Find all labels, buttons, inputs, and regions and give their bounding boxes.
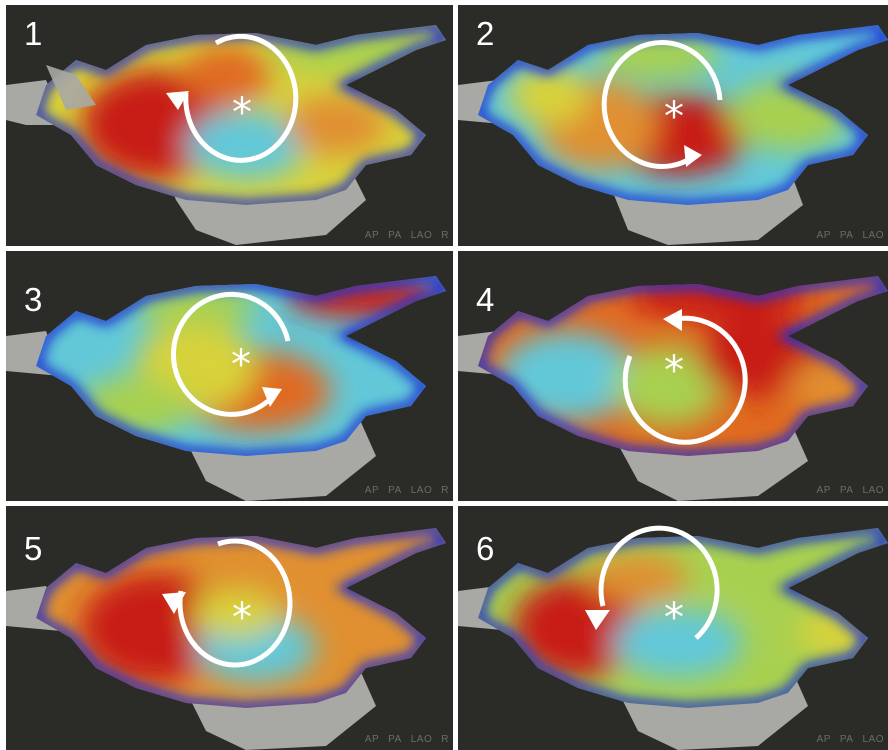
- heart-map: [6, 528, 446, 750]
- panel-2: * 2 AP PA LAO: [458, 5, 888, 246]
- asterisk-marker: *: [232, 90, 252, 136]
- view-labels: AP PA LAO: [808, 734, 884, 745]
- asterisk-marker: *: [664, 348, 684, 394]
- view-r-label: R: [441, 734, 449, 745]
- view-ap-label: AP: [816, 734, 831, 745]
- view-pa-label: PA: [839, 485, 854, 496]
- heart-map: [458, 276, 888, 501]
- panel-number: 1: [24, 15, 43, 52]
- panel-number: 4: [476, 281, 495, 318]
- heart-map: [458, 525, 888, 750]
- rotation-arrowhead: [585, 610, 610, 630]
- view-r-label: R: [441, 230, 449, 241]
- view-lao-label: LAO: [862, 734, 884, 745]
- panel-3: * 3 AP PA LAO R: [6, 251, 453, 501]
- view-ap-label: AP: [364, 734, 380, 745]
- rotation-arrowhead: [262, 387, 282, 407]
- panel-5: * 5 AP PA LAO R: [6, 506, 453, 750]
- panel-4: * 4 AP PA LAO: [458, 251, 888, 501]
- panel-number: 5: [24, 530, 43, 567]
- heart-map: [6, 276, 446, 501]
- view-ap-label: AP: [364, 485, 380, 496]
- view-labels: AP PA LAO: [808, 485, 884, 496]
- view-pa-label: PA: [388, 734, 402, 745]
- rotation-arrowhead: [684, 145, 702, 167]
- view-lao-label: LAO: [410, 734, 433, 745]
- view-pa-label: PA: [388, 485, 402, 496]
- view-r-label: R: [441, 485, 449, 496]
- panel-6: * 6 AP PA LAO: [458, 506, 888, 750]
- view-labels: AP PA LAO: [808, 230, 884, 241]
- rotation-arrowhead: [663, 309, 682, 331]
- asterisk-marker: *: [231, 342, 251, 388]
- heart-map: [458, 25, 888, 245]
- panel-number: 2: [476, 15, 495, 52]
- asterisk-marker: *: [664, 595, 684, 641]
- asterisk-marker: *: [232, 595, 252, 641]
- view-lao-label: LAO: [862, 485, 884, 496]
- asterisk-marker: *: [664, 94, 684, 140]
- view-labels: AP PA LAO R: [356, 734, 449, 745]
- panel-number: 3: [24, 281, 43, 318]
- view-pa-label: PA: [839, 734, 854, 745]
- view-pa-label: PA: [839, 230, 854, 241]
- rotation-arrowhead: [166, 91, 189, 110]
- view-ap-label: AP: [816, 485, 831, 496]
- rotation-arrowhead: [162, 592, 186, 614]
- view-labels: AP PA LAO R: [356, 485, 449, 496]
- panel-number: 6: [476, 530, 495, 567]
- view-lao-label: LAO: [410, 485, 433, 496]
- view-ap-label: AP: [364, 230, 380, 241]
- view-labels: AP PA LAO R: [356, 230, 449, 241]
- heart-map: [6, 25, 446, 245]
- panel-1: * 1 AP PA LAO R: [6, 5, 453, 246]
- view-pa-label: PA: [388, 230, 402, 241]
- view-ap-label: AP: [816, 230, 831, 241]
- view-lao-label: LAO: [862, 230, 884, 241]
- view-lao-label: LAO: [410, 230, 433, 241]
